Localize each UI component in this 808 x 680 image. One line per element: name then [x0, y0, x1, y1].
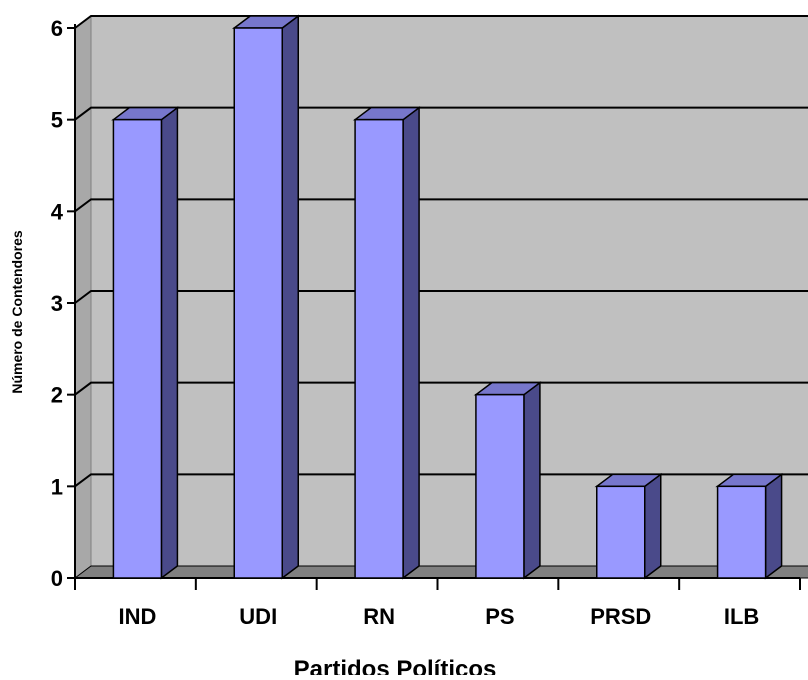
x-axis-title: Partidos Políticos — [294, 656, 497, 675]
bar-side — [764, 472, 783, 580]
x-tick-label: PRSD — [590, 604, 651, 629]
bar-front — [596, 485, 646, 579]
y-tick-label: 5 — [51, 108, 63, 133]
bar-side — [402, 106, 420, 580]
y-tick-label: 6 — [51, 16, 63, 41]
x-tick-label: PS — [485, 604, 514, 629]
bar-side — [281, 14, 299, 580]
gridline — [74, 381, 808, 396]
y-tick-label: 2 — [51, 383, 63, 408]
bar-front — [112, 118, 163, 579]
bar-front — [233, 27, 283, 579]
y-axis-title: Número de Contendores — [9, 230, 25, 394]
gridline — [74, 15, 808, 29]
x-tick-label: UDI — [239, 604, 277, 629]
axes — [67, 24, 801, 590]
bar-front — [716, 485, 767, 579]
y-tick-label: 1 — [51, 474, 63, 499]
bar — [594, 472, 663, 580]
x-tick-labels: IND UDI RN PS PRSD ILB — [118, 604, 759, 629]
gridline — [74, 290, 808, 304]
bar-front — [354, 118, 404, 579]
x-tick-label: IND — [118, 604, 156, 629]
bar-side — [523, 381, 541, 580]
y-tick-label: 4 — [51, 199, 64, 224]
gridlines — [74, 15, 808, 488]
bar-side — [644, 472, 662, 580]
gridline — [74, 198, 808, 213]
bars — [111, 14, 784, 580]
gridline — [74, 473, 808, 488]
y-tick-label: 3 — [51, 291, 63, 316]
y-tick-label: 0 — [51, 566, 63, 591]
bar — [232, 14, 301, 580]
bar — [352, 106, 422, 580]
bar — [473, 381, 543, 580]
x-tick-label: ILB — [724, 604, 759, 629]
bar — [111, 106, 180, 580]
plot-walls — [73, 15, 808, 579]
bar-side — [160, 106, 179, 580]
bar-front — [475, 393, 525, 579]
x-tick-label: RN — [363, 604, 395, 629]
bar — [715, 472, 784, 580]
gridline — [74, 106, 808, 121]
floor — [73, 565, 808, 579]
y-tick-labels: 0 1 2 3 4 5 6 — [51, 16, 64, 591]
